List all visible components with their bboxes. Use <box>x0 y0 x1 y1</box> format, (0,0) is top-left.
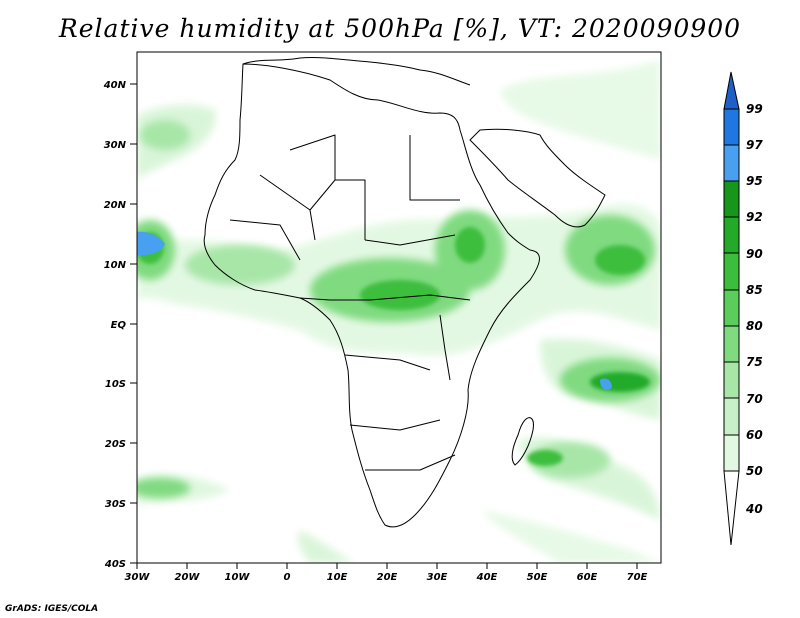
europe-coast-outline <box>242 56 471 86</box>
latitude-axis: 40N 30N 20N 10N EQ 10S 20S 30S 40S <box>103 80 137 570</box>
colorbar-label-92: 92 <box>746 210 763 224</box>
colorbar-labels: 99 97 95 92 90 85 80 75 70 60 50 40 <box>745 102 763 516</box>
map-frame <box>136 51 662 564</box>
lon-label-40e: 40E <box>476 572 498 583</box>
colorbar-label-80: 80 <box>746 319 763 333</box>
lat-label-10n: 10N <box>104 260 127 271</box>
colorbar-segment-97 <box>723 108 740 146</box>
southern-border-1 <box>344 354 431 371</box>
southern-border-3 <box>365 454 456 471</box>
coastline-and-borders <box>203 56 606 528</box>
colorbar-label-70: 70 <box>746 392 763 406</box>
colorbar-segment-92 <box>723 180 740 218</box>
colorbar-label-97: 97 <box>746 138 763 152</box>
humidity-atlantic-southwest-moist <box>137 478 190 498</box>
lon-label-70e: 70E <box>627 572 648 583</box>
southern-border-2 <box>349 419 441 431</box>
colorbar-label-50: 50 <box>746 464 763 478</box>
colorbar-label-90: 90 <box>746 247 763 261</box>
lat-label-20n: 20N <box>104 200 127 211</box>
colorbar-segment-90 <box>723 216 740 254</box>
lat-label-20s: 20S <box>105 439 126 450</box>
sahara-border-3 <box>409 135 460 201</box>
lat-label-30s: 30S <box>105 499 126 510</box>
lat-label-10s: 10S <box>105 379 126 390</box>
colorbar-label-99: 99 <box>746 102 763 116</box>
humidity-southern-ocean-light <box>480 510 661 563</box>
sahara-border-4 <box>309 179 336 211</box>
colorbar-segment-75 <box>723 325 740 363</box>
humidity-north-atlantic-moist <box>140 120 190 150</box>
longitude-axis: 30W 20W 10W 0 10E 20E 30E 40E 50E 60E 70… <box>125 563 648 583</box>
lon-label-20w: 20W <box>175 572 201 583</box>
colorbar-label-95: 95 <box>746 174 763 188</box>
humidity-indian-ocean-core <box>590 372 650 392</box>
colorbar-label-60: 60 <box>746 428 763 442</box>
map-title: Relative humidity at 500hPa [%], VT: 202… <box>58 14 742 43</box>
humidity-northeast-light <box>500 60 661 160</box>
lon-label-30e: 30E <box>427 572 448 583</box>
humidity-arabian-sea-core <box>595 245 645 275</box>
lat-label-30n: 30N <box>104 140 127 151</box>
colorbar-segment-80 <box>723 289 740 327</box>
colorbar-label-85: 85 <box>746 283 763 297</box>
colorbar <box>723 71 740 546</box>
humidity-south-bottom-light <box>298 530 355 563</box>
colorbar-segment-95 <box>723 144 740 182</box>
lon-label-10w: 10W <box>225 572 251 583</box>
lon-label-60e: 60E <box>577 572 598 583</box>
arabian-peninsula-outline <box>469 128 606 228</box>
colorbar-label-75: 75 <box>746 355 763 369</box>
rift-valley-line <box>439 314 451 381</box>
colorbar-bottom-arrow <box>723 470 740 546</box>
colorbar-segment-85 <box>723 252 740 291</box>
humidity-ethiopia-core <box>455 227 485 263</box>
colorbar-segment-50 <box>723 434 740 472</box>
humidity-mozambique-core <box>527 450 563 466</box>
humidity-west-africa-moist <box>185 245 295 285</box>
humidity-saturated-patch-atlantic <box>137 231 165 256</box>
humidity-saturated-patch-indian <box>600 378 612 391</box>
colorbar-segment-70 <box>723 361 740 399</box>
lon-label-30w: 30W <box>125 572 151 583</box>
lon-label-50e: 50E <box>527 572 548 583</box>
colorbar-segment-60 <box>723 397 740 436</box>
lat-label-eq: EQ <box>111 320 127 331</box>
colorbar-top-arrow <box>723 71 740 110</box>
sahel-border-1 <box>364 234 456 246</box>
lon-label-20e: 20E <box>377 572 398 583</box>
lon-label-0: 0 <box>284 572 291 583</box>
lat-label-40s: 40S <box>104 559 126 570</box>
madagascar-outline <box>511 417 534 466</box>
tropics-border <box>229 219 301 261</box>
africa-coastline <box>203 63 540 528</box>
grads-credit: GrADS: IGES/COLA <box>5 604 99 614</box>
lat-label-40n: 40N <box>103 80 127 91</box>
colorbar-label-40: 40 <box>745 502 763 516</box>
lon-label-10e: 10E <box>327 572 348 583</box>
humidity-congo-core <box>360 280 440 310</box>
sahel-border-2 <box>299 294 471 301</box>
humidity-shading <box>137 60 661 563</box>
